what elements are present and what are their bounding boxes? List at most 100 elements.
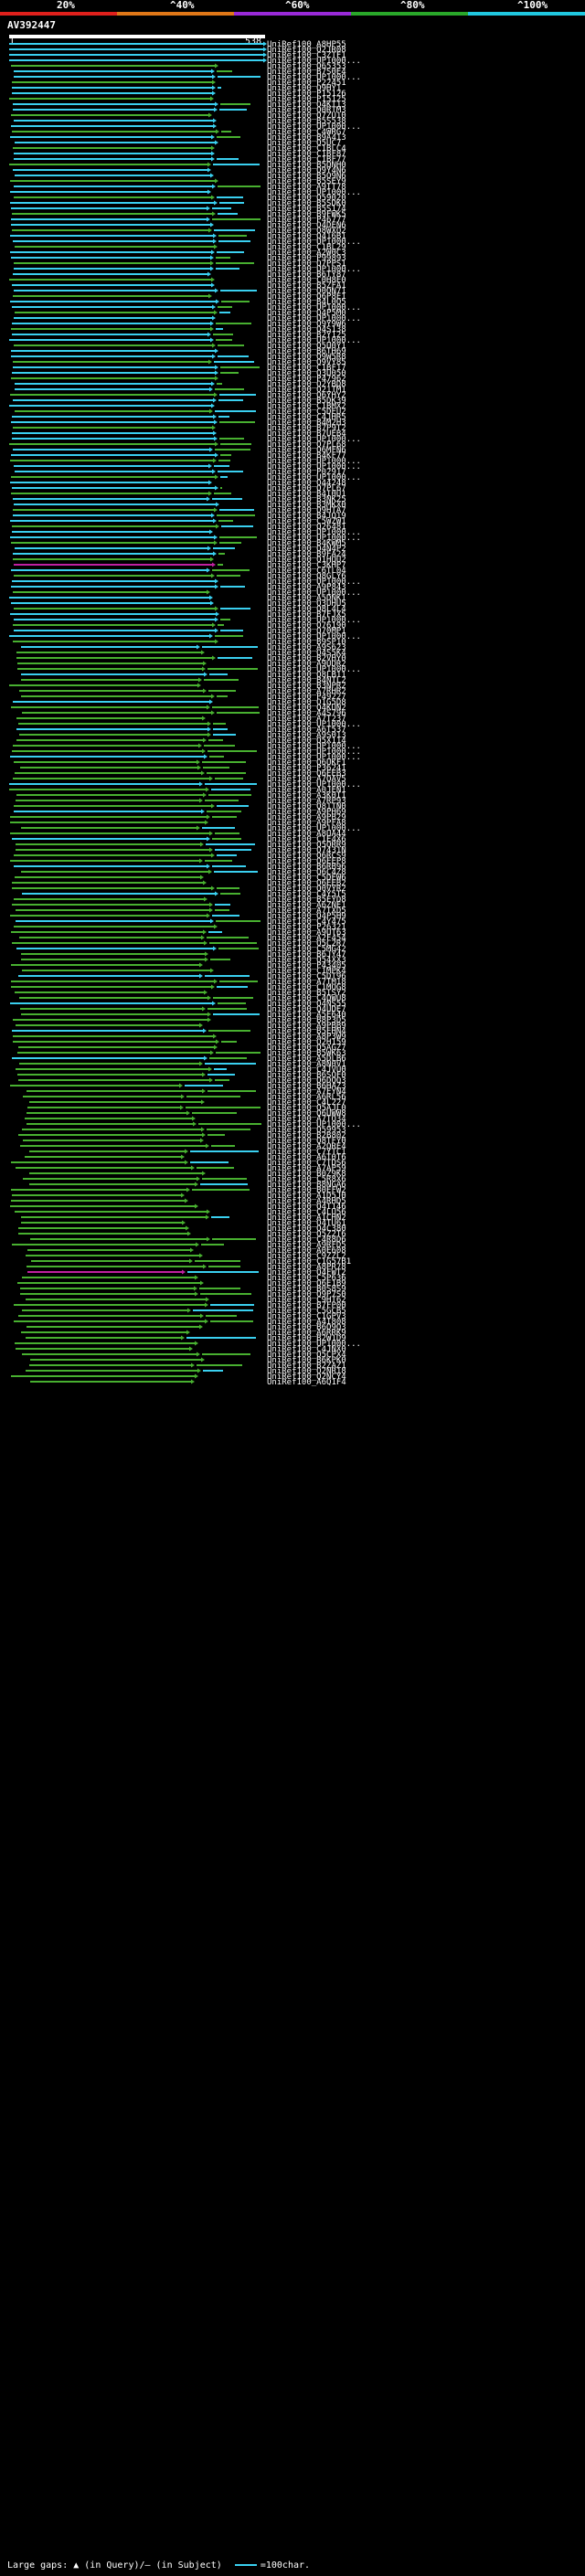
hit-label[interactable]: UniRef100_B4KWM5: [267, 539, 346, 548]
hit-label[interactable]: UniRef100_P47962: [267, 375, 346, 384]
hit-label[interactable]: UniRef100_C4JVU0: [267, 1065, 346, 1075]
hit-label[interactable]: UniRef100_B6JY47: [267, 950, 346, 959]
hit-label[interactable]: UniRef100_Q5AGZ7: [267, 1044, 346, 1053]
hit-label[interactable]: UniRef100_B9FA24: [267, 550, 346, 559]
hit-label[interactable]: UniRef100_Q6EEP8: [267, 857, 346, 866]
hit-label[interactable]: UniRef100_A7RHR2: [267, 687, 346, 696]
hit-label[interactable]: UniRef100_UP1000...: [267, 57, 361, 66]
hit-label[interactable]: UniRef100_A4S796: [267, 709, 346, 718]
hit-label[interactable]: UniRef100_A9PFA8: [267, 819, 346, 828]
hit-label[interactable]: UniRef100_A0JEN1: [267, 786, 346, 795]
hit-label[interactable]: UniRef100_Q9Y9W6: [267, 320, 346, 329]
hit-label[interactable]: UniRef100_UP1000...: [267, 188, 361, 197]
hit-label[interactable]: UniRef100_B4KF77: [267, 451, 346, 461]
hit-label[interactable]: UniRef100_B6KPK0: [267, 1356, 346, 1365]
hit-label[interactable]: UniRef100_UP1000...: [267, 457, 361, 466]
hit-label[interactable]: UniRef100_A6T0T6: [267, 1153, 346, 1162]
hit-label[interactable]: UniRef100_B7FP00: [267, 1301, 346, 1310]
hit-label[interactable]: UniRef100_B5ISY2: [267, 989, 346, 998]
hit-label[interactable]: UniRef100_A8UA44: [267, 830, 346, 839]
hit-label[interactable]: UniRef100_B4I0U1: [267, 490, 346, 499]
hit-label[interactable]: UniRef100_A7RP93: [267, 797, 346, 806]
hit-label[interactable]: UniRef100_B2B802: [267, 1131, 346, 1140]
hit-label[interactable]: UniRef100_Q5U0Y1: [267, 342, 346, 351]
hit-label[interactable]: UniRef100_C0H8E0: [267, 276, 346, 285]
hit-label[interactable]: UniRef100_Q9VY85: [267, 358, 346, 367]
hit-label[interactable]: UniRef100_B6SQF0: [267, 1071, 346, 1080]
hit-label[interactable]: UniRef100_B2ZAZ1: [267, 1362, 346, 1371]
hit-label[interactable]: UniRef100_UP1000...: [267, 665, 361, 674]
hit-label[interactable]: UniRef100_Q59020: [267, 194, 346, 203]
hit-label[interactable]: UniRef100_A8PR78: [267, 1263, 346, 1272]
hit-label[interactable]: UniRef100_Q4I146: [267, 1203, 346, 1212]
hit-label[interactable]: UniRef100_UP1000...: [267, 265, 361, 274]
hit-label[interactable]: UniRef100_Q65353: [267, 62, 346, 71]
hit-label[interactable]: UniRef100_P26321: [267, 923, 346, 932]
hit-label[interactable]: UniRef100_B4NTL2: [267, 676, 346, 685]
hit-label[interactable]: UniRef100_A2QRE4: [267, 1142, 346, 1151]
hit-label[interactable]: UniRef100_Q9HTA7: [267, 506, 346, 515]
hit-label[interactable]: UniRef100_UP1000...: [267, 238, 361, 247]
hit-label[interactable]: UniRef100_A4RHD5: [267, 1197, 346, 1206]
hit-label[interactable]: UniRef100_Q2NR18: [267, 1367, 346, 1376]
hit-label[interactable]: UniRef100_B2VHY0: [267, 654, 346, 663]
hit-label[interactable]: UniRef100_B5SEY9: [267, 177, 346, 186]
hit-label[interactable]: UniRef100_B5WK63: [267, 1049, 346, 1058]
hit-label[interactable]: UniRef100_C5MG42: [267, 945, 346, 954]
hit-label[interactable]: UniRef100_UP1000...: [267, 753, 361, 762]
hit-label[interactable]: UniRef100_B5DK39: [267, 397, 346, 406]
hit-label[interactable]: UniRef100_C4Y5T5: [267, 890, 346, 899]
hit-label[interactable]: UniRef100_B8NGA6: [267, 1181, 346, 1190]
hit-label[interactable]: UniRef100_C4QWU8: [267, 994, 346, 1003]
hit-label[interactable]: UniRef100_B6Q9Q3: [267, 1323, 346, 1332]
hit-label[interactable]: UniRef100_C4Y475: [267, 917, 346, 927]
hit-label[interactable]: UniRef100_UP1000...: [267, 122, 361, 132]
hit-label[interactable]: UniRef100_P49227: [267, 693, 346, 702]
hit-label[interactable]: UniRef100_Q7PPS1: [267, 260, 346, 269]
hit-label[interactable]: UniRef100_Q9P7S0: [267, 1290, 346, 1299]
hit-label[interactable]: UniRef100_C1BMX2: [267, 402, 346, 411]
hit-label[interactable]: UniRef100_C1MQG8: [267, 983, 346, 992]
hit-label[interactable]: UniRef100_Q0RTM3: [267, 106, 346, 115]
hit-label[interactable]: UniRef100_Q3U050: [267, 369, 346, 378]
hit-label[interactable]: UniRef100_P22451: [267, 79, 346, 88]
hit-label[interactable]: UniRef100_C7TDS6: [267, 1159, 346, 1168]
hit-label[interactable]: UniRef100_UP1000...: [267, 314, 361, 323]
hit-label[interactable]: UniRef100_B4L0Q5: [267, 298, 346, 307]
hit-label[interactable]: UniRef100_A7TQ34: [267, 1115, 346, 1124]
hit-label[interactable]: UniRef100_Q4UDE7: [267, 1005, 346, 1014]
hit-label[interactable]: UniRef100_UP1000...: [267, 528, 361, 537]
hit-label[interactable]: UniRef100_B7S0E4: [267, 68, 346, 77]
hit-label[interactable]: UniRef100_UP1000...: [267, 534, 361, 543]
hit-label[interactable]: UniRef100_Q5QRR9: [267, 841, 346, 850]
hit-label[interactable]: UniRef100_Q1HQU2: [267, 556, 346, 565]
hit-label[interactable]: UniRef100_B6RB96: [267, 863, 346, 872]
hit-label[interactable]: UniRef100_Q6DQQ3: [267, 1076, 346, 1086]
hit-label[interactable]: UniRef100_C1G57B1: [267, 1257, 351, 1267]
hit-label[interactable]: UniRef100_A6RRK9: [267, 1329, 346, 1338]
hit-label[interactable]: UniRef100_Q4P5H9: [267, 912, 346, 921]
hit-label[interactable]: UniRef100_A0E608: [267, 1246, 346, 1256]
hit-label[interactable]: UniRef100_Q8LB11: [267, 671, 346, 680]
hit-label[interactable]: UniRef100_Q6MFN6: [267, 446, 346, 455]
hit-label[interactable]: UniRef100_Q44248: [267, 479, 346, 488]
hit-label[interactable]: UniRef100_B4JQ19: [267, 512, 346, 521]
hit-label[interactable]: UniRef100_B7FJX5: [267, 610, 346, 620]
hit-label[interactable]: UniRef100_B3NK25: [267, 495, 346, 504]
hit-label[interactable]: UniRef100_UP1000...: [267, 73, 361, 82]
hit-label[interactable]: UniRef100_B4M2H3: [267, 419, 346, 428]
hit-label[interactable]: UniRef100_A3K0I1: [267, 791, 346, 800]
hit-label[interactable]: UniRef100_Q7PL68: [267, 440, 346, 450]
hit-label[interactable]: UniRef100_Q9Y4N6: [267, 166, 346, 175]
hit-label[interactable]: UniRef100_Q6EEB2: [267, 879, 346, 888]
hit-label[interactable]: UniRef100_UP1000...: [267, 336, 361, 345]
hit-label[interactable]: UniRef100_A5DLB6: [267, 1055, 346, 1064]
hit-label[interactable]: UniRef100_B7P9T2: [267, 424, 346, 433]
hit-label[interactable]: UniRef100_Q0VYR2: [267, 885, 346, 894]
hit-label[interactable]: UniRef100_A6T537: [267, 726, 346, 735]
hit-label[interactable]: UniRef100_A6ZNE1: [267, 901, 346, 910]
hit-label[interactable]: UniRef100_UP1000...: [267, 616, 361, 625]
hit-label[interactable]: UniRef100_C9HT62: [267, 1296, 346, 1305]
hit-label[interactable]: UniRef100_B9A413: [267, 133, 346, 143]
hit-label[interactable]: UniRef100_A2W0C3: [267, 249, 346, 258]
